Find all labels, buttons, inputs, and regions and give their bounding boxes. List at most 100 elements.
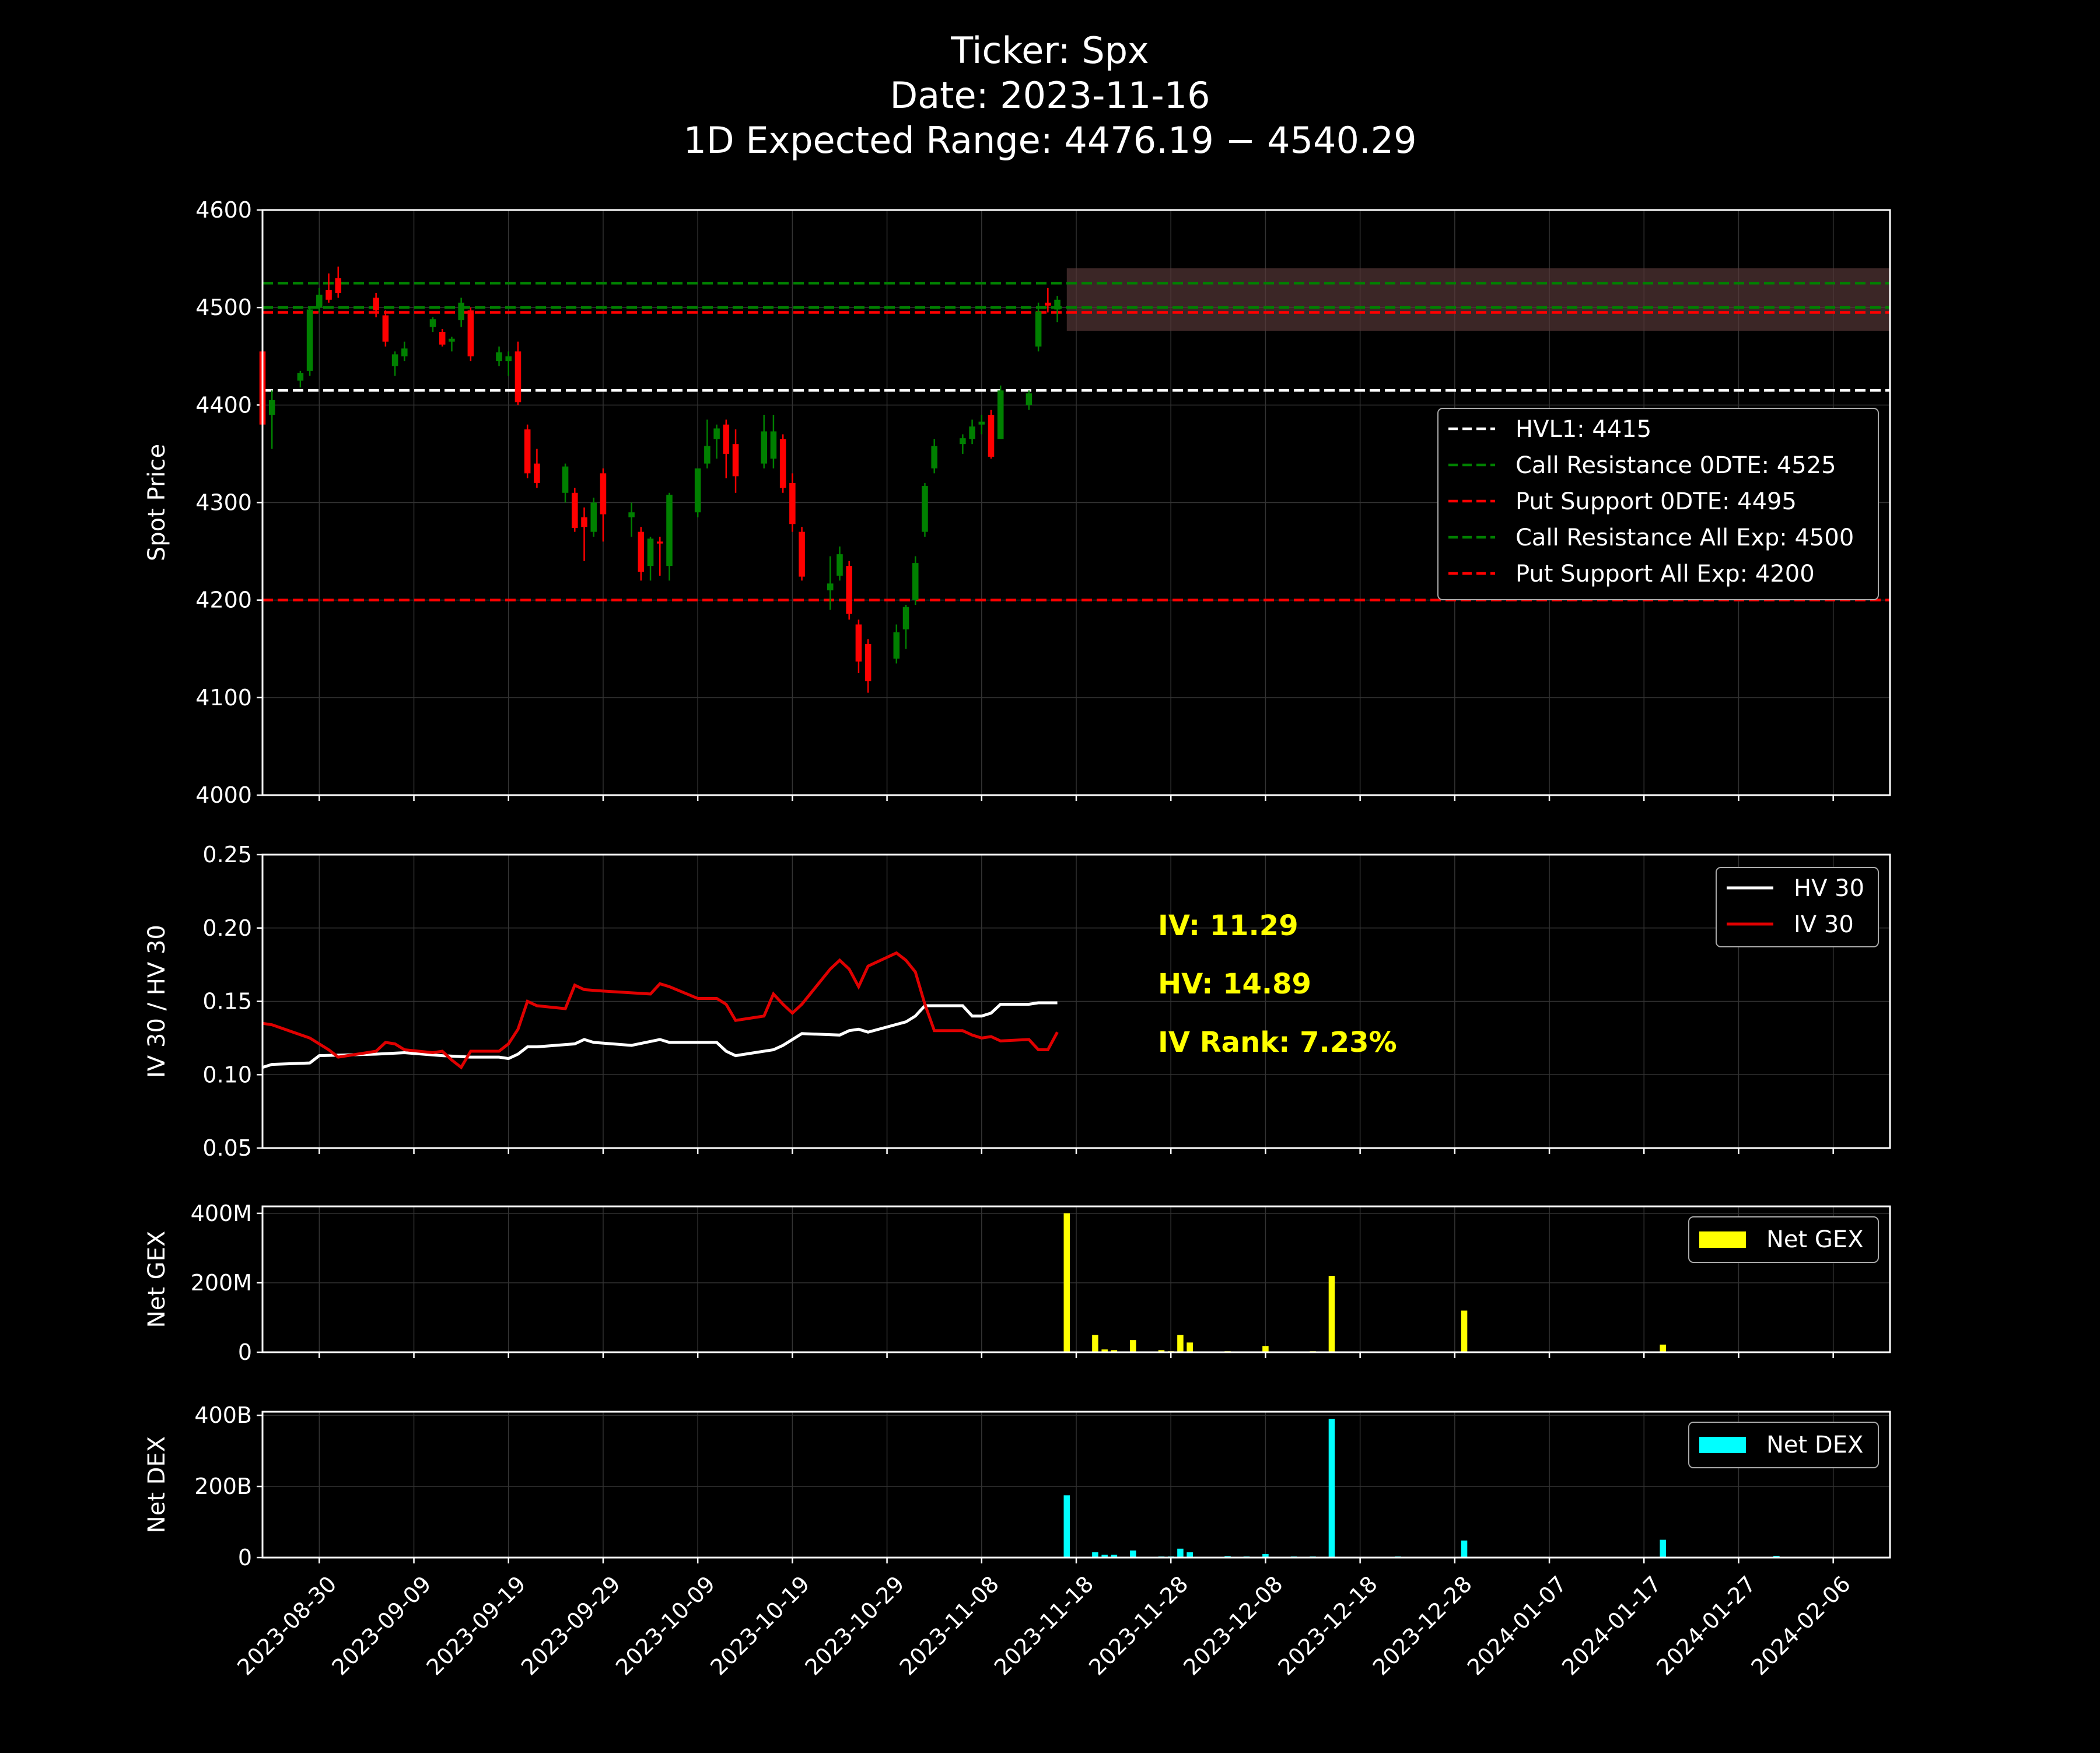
candle-body bbox=[268, 400, 275, 415]
candle-body bbox=[562, 466, 569, 493]
candle-body bbox=[978, 421, 985, 425]
candle-body bbox=[723, 424, 730, 454]
y-tick-label: 0.05 bbox=[202, 1135, 252, 1161]
dex-bar bbox=[1111, 1555, 1118, 1558]
gex-bar bbox=[1262, 1346, 1269, 1352]
candle-body bbox=[969, 426, 975, 439]
y-tick-label: 4600 bbox=[195, 197, 252, 223]
candle-body bbox=[779, 439, 786, 488]
iv-stat-text: IV: 11.29 bbox=[1158, 909, 1298, 942]
legend-box bbox=[1688, 1422, 1879, 1468]
candle-body bbox=[922, 486, 928, 532]
expected-range-band bbox=[1066, 268, 1890, 331]
legend-label: Net GEX bbox=[1766, 1226, 1864, 1253]
candle-body bbox=[628, 512, 635, 517]
legend-label: Put Support 0DTE: 4495 bbox=[1516, 488, 1797, 515]
candle-body bbox=[846, 566, 852, 614]
candle-body bbox=[638, 531, 645, 572]
gex-bar bbox=[1111, 1350, 1118, 1352]
y-tick-label: 200B bbox=[194, 1474, 252, 1499]
legend-label: IV 30 bbox=[1794, 911, 1854, 938]
plot-frame bbox=[261, 853, 1891, 1149]
chart-title-expected-range: 1D Expected Range: 4476.19 − 4540.29 bbox=[683, 119, 1416, 162]
legend-box bbox=[1688, 1216, 1879, 1263]
dex-bar bbox=[1262, 1553, 1269, 1558]
legend-swatch bbox=[1699, 1437, 1746, 1453]
candle-body bbox=[931, 446, 937, 468]
candle-body bbox=[590, 502, 597, 532]
candle-body bbox=[761, 431, 767, 464]
candle-body bbox=[449, 338, 455, 342]
candle-body bbox=[514, 351, 522, 403]
candle-body bbox=[864, 643, 872, 681]
legend-box bbox=[1437, 408, 1879, 600]
candle-body bbox=[988, 415, 995, 457]
candle-body bbox=[997, 390, 1004, 439]
y-tick-label: 4300 bbox=[195, 490, 252, 516]
dex-bar bbox=[1660, 1539, 1666, 1558]
candle-body bbox=[1026, 393, 1032, 405]
y-axis-label: Net GEX bbox=[144, 1231, 170, 1328]
y-tick-label: 0 bbox=[238, 1545, 252, 1570]
candle-body bbox=[524, 429, 531, 474]
dex-bar bbox=[1130, 1550, 1136, 1558]
candle-body bbox=[732, 444, 739, 477]
candle-body bbox=[713, 428, 720, 439]
candle-body bbox=[505, 356, 512, 362]
y-tick-label: 4500 bbox=[195, 295, 252, 320]
candle-body bbox=[401, 348, 408, 356]
legend-label: Net DEX bbox=[1766, 1432, 1863, 1458]
hv-stat-text: HV: 14.89 bbox=[1158, 968, 1311, 1000]
candle-body bbox=[534, 463, 540, 484]
candle-body bbox=[429, 319, 436, 327]
candle-body bbox=[893, 632, 900, 659]
dex-bar bbox=[1773, 1555, 1780, 1558]
y-tick-label: 4000 bbox=[195, 782, 252, 808]
candle-body bbox=[572, 492, 578, 528]
y-tick-label: 4400 bbox=[195, 392, 252, 418]
gex-bar bbox=[1328, 1276, 1335, 1352]
candle-body bbox=[373, 298, 379, 311]
dex-bar bbox=[1328, 1419, 1335, 1558]
gex-bar bbox=[1092, 1335, 1098, 1352]
candle-body bbox=[600, 473, 607, 515]
y-axis-label: Net DEX bbox=[144, 1436, 170, 1533]
dex-bar bbox=[1092, 1552, 1098, 1558]
gex-bar bbox=[1186, 1342, 1193, 1352]
gex-bar bbox=[1101, 1349, 1108, 1352]
plot-frame bbox=[261, 1205, 1891, 1353]
candle-body bbox=[581, 517, 587, 527]
chart-title-date: Date: 2023-11-16 bbox=[890, 74, 1210, 117]
legend-label: HV 30 bbox=[1794, 875, 1864, 902]
y-tick-label: 0.15 bbox=[202, 989, 252, 1014]
candle-body bbox=[467, 310, 474, 356]
chart-title-ticker: Ticker: Spx bbox=[950, 29, 1149, 72]
hv-30-line bbox=[262, 1001, 1058, 1069]
dex-bar bbox=[1186, 1552, 1193, 1558]
candle-body bbox=[335, 278, 342, 293]
candle-body bbox=[855, 624, 862, 662]
candle-body bbox=[912, 563, 919, 600]
candle-body bbox=[496, 352, 502, 362]
y-tick-label: 0.10 bbox=[202, 1062, 252, 1087]
candle-body bbox=[382, 315, 389, 342]
candle-body bbox=[1054, 299, 1060, 310]
plot-frame bbox=[261, 209, 1891, 796]
candle-body bbox=[316, 295, 323, 308]
legend-label: HVL1: 4415 bbox=[1516, 416, 1651, 443]
y-axis-label: Spot Price bbox=[144, 444, 170, 561]
dex-bar bbox=[1063, 1495, 1070, 1558]
candle-body bbox=[326, 290, 332, 300]
candle-body bbox=[902, 607, 909, 629]
candle-body bbox=[704, 446, 710, 464]
y-axis-label: IV 30 / HV 30 bbox=[144, 925, 170, 1078]
gex-bar bbox=[1461, 1310, 1468, 1352]
legend-label: Call Resistance All Exp: 4500 bbox=[1516, 524, 1854, 551]
candle-body bbox=[458, 302, 464, 320]
candle-body bbox=[836, 554, 843, 576]
dex-bar bbox=[1177, 1548, 1184, 1558]
y-tick-label: 4200 bbox=[195, 587, 252, 613]
candle-body bbox=[391, 354, 398, 366]
candle-body bbox=[1045, 302, 1051, 306]
